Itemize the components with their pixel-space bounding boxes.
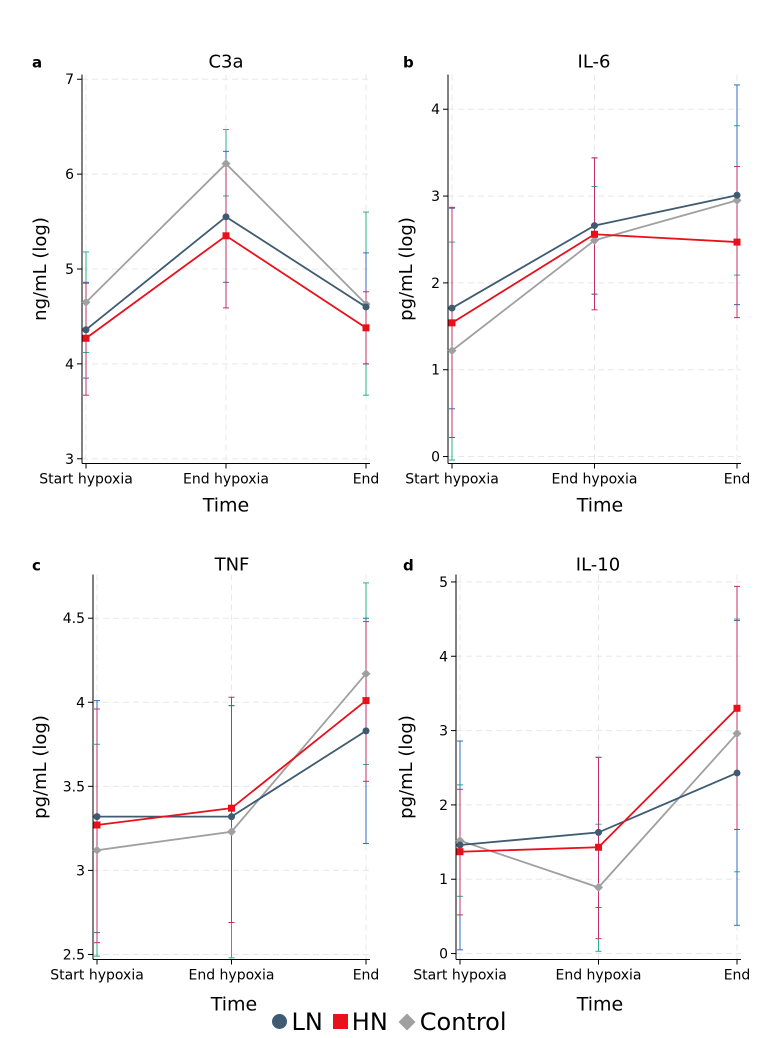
y-tick-label: 4 <box>439 649 448 665</box>
y-tick-label: 3.5 <box>63 779 85 795</box>
legend-item-control: Control <box>398 1008 507 1036</box>
y-tick-label: 2 <box>439 798 448 814</box>
x-tick-label: Start hypoxia <box>39 472 133 488</box>
data-point-hn <box>362 324 370 332</box>
legend-label-hn: HN <box>351 1007 388 1036</box>
panel-letter: c <box>32 557 41 575</box>
data-point-ln <box>362 727 370 735</box>
data-point-ln <box>362 303 370 311</box>
x-tick-label: End <box>353 968 380 984</box>
data-point-ln <box>448 304 456 312</box>
data-point-ln <box>456 841 464 849</box>
x-tick-label: Start hypoxia <box>405 472 499 488</box>
x-tick-label: End <box>724 968 751 984</box>
y-tick-label: 3 <box>431 189 440 205</box>
data-point-control <box>732 195 742 205</box>
legend-marker-control <box>398 1013 416 1030</box>
x-tick-label: End hypoxia <box>552 472 638 488</box>
y-axis-label: ng/mL (log) <box>30 217 51 321</box>
legend-marker-hn <box>332 1014 348 1029</box>
y-tick-label: 0 <box>439 947 448 963</box>
chart-title: C3a <box>208 52 243 73</box>
data-point-hn <box>595 843 602 851</box>
y-tick-label: 1 <box>431 363 440 379</box>
data-point-control <box>594 882 603 892</box>
panel-letter: a <box>32 54 42 72</box>
data-point-hn <box>362 697 370 705</box>
data-point-hn <box>591 230 598 238</box>
data-point-control <box>221 159 231 169</box>
chart-panel-c: 2.5 3 3.5 4 4.5 Start hypoxia End hypoxia End c T… <box>30 555 379 1016</box>
legend-item-ln: LN <box>272 1007 323 1036</box>
legend-label-ln: LN <box>291 1007 323 1036</box>
y-tick-label: 7 <box>65 72 74 88</box>
chart-title: IL-6 <box>578 52 611 73</box>
data-point-hn <box>228 804 235 812</box>
data-point-hn <box>448 319 456 327</box>
x-tick-label: End hypoxia <box>556 968 642 984</box>
legend-label-control: Control <box>419 1007 507 1036</box>
data-point-ln <box>595 828 602 836</box>
x-axis-label: Time <box>576 994 624 1016</box>
y-tick-label: 6 <box>65 167 74 183</box>
x-axis-label: Time <box>210 994 258 1016</box>
chart-title: IL-10 <box>576 555 620 576</box>
panel-letter: d <box>403 557 414 575</box>
legend-item-hn: HN <box>332 1007 388 1036</box>
y-tick-label: 1 <box>439 872 448 888</box>
x-tick-label: End hypoxia <box>183 472 269 488</box>
data-point-control <box>227 827 236 837</box>
data-point-control <box>361 669 371 679</box>
x-axis-label: Time <box>576 495 624 517</box>
y-axis-label: pg/mL (log) <box>396 715 417 819</box>
chart-panel-d: 0 1 2 3 4 5 Start hypoxia End hypoxia End d IL-10 T… <box>396 555 750 1016</box>
x-tick-label: Start hypoxia <box>50 968 144 984</box>
y-tick-label: 4 <box>76 695 85 711</box>
y-tick-label: 4.5 <box>63 611 85 627</box>
y-axis-label: pg/mL (log) <box>396 217 417 321</box>
data-point-ln <box>82 326 90 334</box>
y-tick-label: 3 <box>439 724 448 740</box>
chart-title: TNF <box>214 555 250 576</box>
y-tick-label: 4 <box>65 357 74 373</box>
data-point-ln <box>733 769 741 777</box>
data-point-ln <box>228 813 235 821</box>
data-point-ln <box>222 213 230 221</box>
y-tick-label: 5 <box>439 575 448 591</box>
data-point-ln <box>733 191 741 199</box>
data-point-ln <box>93 813 101 821</box>
panel-letter: b <box>403 54 414 72</box>
data-point-control <box>590 235 599 245</box>
data-point-hn <box>733 238 741 246</box>
x-tick-label: Start hypoxia <box>413 968 507 984</box>
y-tick-label: 4 <box>431 102 440 118</box>
x-tick-label: End hypoxia <box>189 968 275 984</box>
data-point-hn <box>222 232 230 240</box>
x-tick-label: End <box>724 472 751 488</box>
y-axis-label: pg/mL (log) <box>30 715 51 819</box>
x-tick-label: End <box>353 472 380 488</box>
data-point-hn <box>456 848 464 856</box>
y-tick-label: 2 <box>431 276 440 292</box>
data-point-control <box>92 845 102 855</box>
data-point-hn <box>733 704 741 712</box>
legend-marker-ln <box>272 1014 288 1029</box>
data-point-hn <box>93 821 101 829</box>
data-point-control <box>732 729 742 739</box>
y-tick-label: 3 <box>65 452 74 468</box>
data-point-hn <box>82 334 90 342</box>
y-tick-label: 3 <box>76 863 85 879</box>
data-point-control <box>81 297 91 307</box>
legend: LN HN Control <box>0 1005 779 1038</box>
chart-panel-b: 0 1 2 3 4 Start hypoxia End hypoxia End b IL-6 Tim… <box>396 52 750 517</box>
data-point-ln <box>591 222 598 230</box>
chart-panel-a: 3 4 5 6 7 Start hypoxia End hypoxia End a C3a Time… <box>30 52 379 517</box>
y-tick-label: 0 <box>431 450 440 466</box>
y-tick-label: 5 <box>65 262 74 278</box>
x-axis-label: Time <box>202 495 250 517</box>
data-point-control <box>447 346 457 356</box>
y-tick-label: 2.5 <box>63 947 85 963</box>
